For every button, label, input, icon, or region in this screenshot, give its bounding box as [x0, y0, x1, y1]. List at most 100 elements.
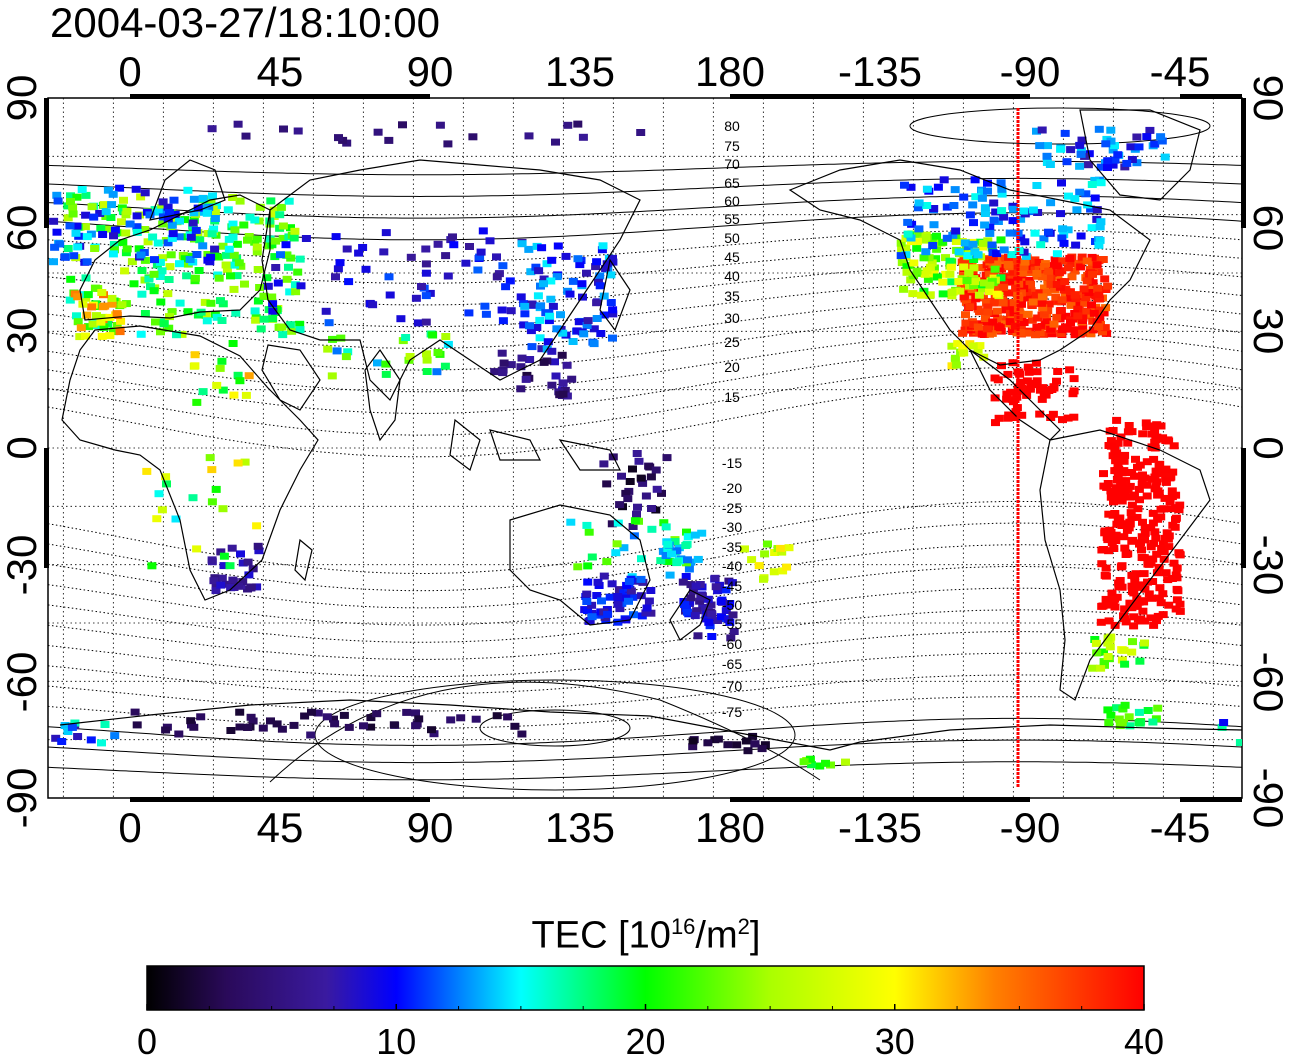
tec-point — [906, 234, 916, 242]
tec-point — [208, 192, 217, 200]
tec-point — [711, 583, 721, 591]
tec-point — [461, 259, 471, 267]
tec-point — [106, 214, 116, 221]
tec-point — [1063, 264, 1073, 272]
tec-point — [1052, 280, 1062, 288]
timestamp-title: 2004-03-27/18:10:00 — [50, 0, 440, 46]
tec-point — [1138, 518, 1147, 526]
coastline-path — [669, 589, 711, 641]
lon-tick-top: 45 — [257, 48, 304, 95]
tec-point — [1070, 291, 1080, 299]
tec-point — [1103, 164, 1112, 171]
tec-point — [1037, 299, 1047, 307]
tec-point — [1101, 140, 1111, 148]
tec-point — [980, 221, 990, 229]
tec-point — [1105, 532, 1115, 540]
tec-point — [168, 230, 178, 238]
tec-point — [344, 278, 354, 286]
tec-point — [1063, 414, 1073, 422]
tec-point — [1032, 323, 1042, 331]
tec-point — [713, 587, 723, 595]
tec-point — [1148, 718, 1158, 726]
tec-point — [231, 309, 241, 317]
tec-point — [583, 578, 593, 586]
tec-point — [190, 274, 200, 282]
tec-point — [638, 479, 648, 487]
tec-point — [1009, 257, 1019, 265]
tec-point — [1132, 133, 1142, 141]
tec-point — [77, 186, 87, 193]
tec-point — [562, 361, 572, 369]
tec-point — [534, 267, 544, 275]
tec-point — [151, 318, 160, 326]
tec-point — [505, 277, 515, 285]
tec-point — [193, 204, 203, 212]
tec-point — [959, 193, 969, 201]
tec-point — [1124, 422, 1134, 429]
tec-point — [1101, 564, 1111, 572]
tec-point — [1132, 513, 1142, 521]
tec-point — [973, 346, 983, 354]
tec-point — [1112, 449, 1122, 457]
tec-point — [65, 296, 75, 304]
tec-point — [527, 343, 537, 351]
tec-point — [190, 351, 200, 359]
tec-point — [582, 598, 592, 605]
tec-point — [520, 302, 530, 310]
tec-point — [924, 254, 934, 262]
tec-point — [180, 216, 190, 224]
tec-point — [256, 325, 266, 333]
tec-point — [1134, 143, 1144, 151]
tec-point — [1023, 310, 1033, 318]
tec-point — [230, 261, 239, 269]
tec-point — [1147, 594, 1156, 602]
tec-point — [987, 278, 997, 286]
tec-point — [217, 357, 227, 365]
tec-point — [156, 328, 165, 336]
tec-point — [995, 324, 1005, 332]
tec-point — [1008, 359, 1018, 367]
tec-point — [958, 344, 968, 352]
tec-point — [143, 238, 153, 246]
lat-tick-left: 60 — [0, 205, 45, 252]
lon-tick-bottom: -135 — [838, 804, 922, 851]
tec-point — [259, 292, 269, 300]
tec-point — [1150, 438, 1160, 446]
tec-point — [1135, 657, 1145, 665]
tec-point — [335, 259, 345, 267]
tec-point — [1092, 649, 1102, 657]
tec-point — [903, 230, 913, 238]
tec-point — [996, 179, 1006, 187]
tec-point — [1085, 312, 1095, 320]
tec-point — [1053, 368, 1063, 375]
tec-point — [1096, 618, 1106, 626]
tec-point — [690, 531, 700, 539]
tec-point — [97, 332, 107, 340]
tec-point — [621, 616, 631, 624]
tec-point — [539, 275, 549, 283]
tec-point — [906, 183, 916, 191]
tec-point — [1135, 496, 1144, 504]
tec-point — [546, 295, 556, 303]
tec-point — [228, 340, 238, 347]
tec-point — [1079, 285, 1089, 293]
contour-label: 70 — [724, 156, 740, 172]
tec-point — [1062, 158, 1072, 166]
tec-point — [154, 490, 164, 498]
tec-point — [1031, 291, 1041, 299]
tec-point — [1084, 289, 1094, 296]
tec-point — [218, 242, 228, 250]
tec-point — [66, 275, 76, 283]
tec-point — [990, 265, 1000, 273]
tec-point — [743, 747, 753, 755]
tec-point — [1140, 585, 1150, 593]
tec-point — [1095, 236, 1105, 244]
tec-point — [75, 333, 85, 341]
tec-point — [234, 259, 244, 267]
tec-point — [526, 268, 536, 276]
tec-point — [1113, 439, 1123, 447]
tec-point — [66, 192, 75, 200]
tec-point — [1025, 266, 1035, 274]
coastline-path — [1039, 429, 1211, 701]
tec-point — [1105, 643, 1115, 651]
